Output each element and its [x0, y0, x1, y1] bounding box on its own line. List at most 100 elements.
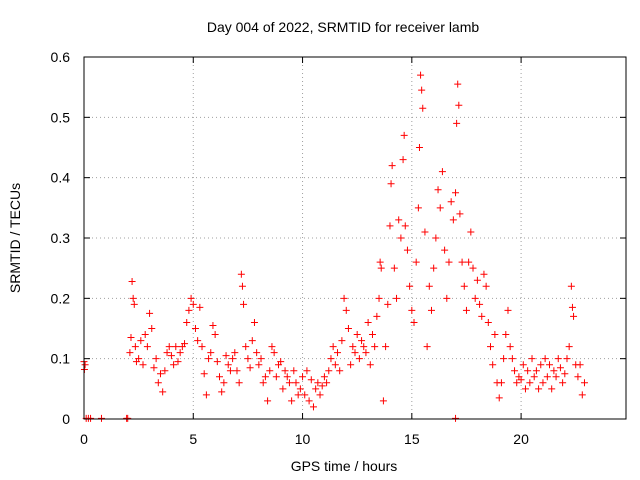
data-point — [156, 370, 164, 378]
data-point — [471, 294, 479, 302]
data-point — [209, 321, 217, 329]
data-point — [434, 186, 442, 194]
data-point — [406, 282, 414, 290]
data-point — [253, 349, 261, 357]
data-point — [489, 361, 497, 369]
data-point — [563, 355, 571, 363]
data-point — [362, 349, 370, 357]
data-point — [373, 312, 381, 320]
data-point — [194, 337, 202, 345]
data-point — [502, 331, 510, 339]
data-point — [139, 361, 147, 369]
data-point — [393, 294, 401, 302]
data-point — [277, 358, 285, 366]
data-point — [355, 355, 363, 363]
data-point — [455, 101, 463, 109]
data-point — [250, 318, 258, 326]
data-point — [220, 379, 228, 387]
data-point — [176, 349, 184, 357]
data-point — [567, 282, 575, 290]
data-point — [351, 349, 359, 357]
y-tick-label: 0.5 — [51, 109, 71, 125]
tick-labels: 0 5 10 15 20 0 0.1 0.2 0.3 0.4 0.5 0.6 — [51, 49, 530, 447]
data-point — [500, 355, 508, 363]
data-point — [126, 349, 134, 357]
data-point — [465, 258, 473, 266]
data-point — [388, 162, 396, 170]
data-point — [135, 355, 143, 363]
data-point — [229, 355, 237, 363]
y-tick-label: 0.4 — [51, 170, 71, 186]
data-point — [303, 367, 311, 375]
data-point — [292, 379, 300, 387]
data-point — [387, 180, 395, 188]
data-point — [137, 337, 145, 345]
data-point — [578, 391, 586, 399]
data-point — [207, 349, 215, 357]
data-point — [412, 258, 420, 266]
data-point — [259, 379, 267, 387]
data-point — [305, 397, 313, 405]
data-point — [521, 385, 529, 393]
data-point — [97, 414, 105, 422]
data-point — [565, 343, 573, 351]
data-point — [314, 379, 322, 387]
data-point — [403, 246, 411, 254]
data-point — [368, 331, 376, 339]
data-point — [150, 364, 158, 372]
data-point — [202, 391, 210, 399]
data-point — [342, 306, 350, 314]
data-point — [231, 349, 239, 357]
y-tick-label: 0.2 — [51, 290, 71, 306]
data-point — [290, 367, 298, 375]
data-point — [382, 343, 390, 351]
data-point — [312, 385, 320, 393]
data-point — [421, 228, 429, 236]
data-point — [508, 355, 516, 363]
data-point — [261, 373, 269, 381]
data-point — [130, 300, 138, 308]
data-point — [272, 373, 280, 381]
data-point — [517, 376, 525, 384]
data-points — [80, 71, 588, 422]
data-point — [530, 373, 538, 381]
data-point — [148, 325, 156, 332]
data-point — [519, 361, 527, 369]
data-point — [143, 343, 151, 351]
data-point — [309, 403, 317, 411]
data-point — [524, 367, 532, 375]
data-point — [218, 388, 226, 396]
data-point — [183, 318, 191, 326]
data-point — [246, 364, 254, 372]
data-point — [344, 325, 352, 332]
y-axis-label: SRMTID / TECUs — [7, 183, 23, 293]
data-point — [548, 385, 556, 393]
data-point — [185, 306, 193, 314]
data-point — [187, 294, 195, 302]
data-point — [541, 355, 549, 363]
data-point — [294, 391, 302, 399]
data-point — [401, 222, 409, 230]
data-point — [216, 373, 223, 381]
data-point — [399, 156, 407, 164]
data-point — [432, 234, 440, 242]
data-point — [537, 361, 545, 369]
data-point — [366, 361, 374, 369]
data-point — [127, 334, 135, 342]
data-point — [550, 367, 558, 375]
data-point — [452, 414, 460, 422]
data-point — [338, 337, 346, 345]
x-tick-label: 15 — [404, 431, 420, 447]
data-point — [146, 309, 154, 317]
data-point — [418, 86, 426, 94]
data-point — [163, 349, 171, 357]
data-point — [539, 379, 547, 387]
data-point — [240, 300, 248, 308]
data-point — [170, 361, 178, 369]
data-point — [331, 361, 339, 369]
data-point — [237, 270, 245, 278]
data-point — [349, 343, 357, 351]
data-point — [497, 379, 505, 387]
data-point — [161, 367, 169, 375]
